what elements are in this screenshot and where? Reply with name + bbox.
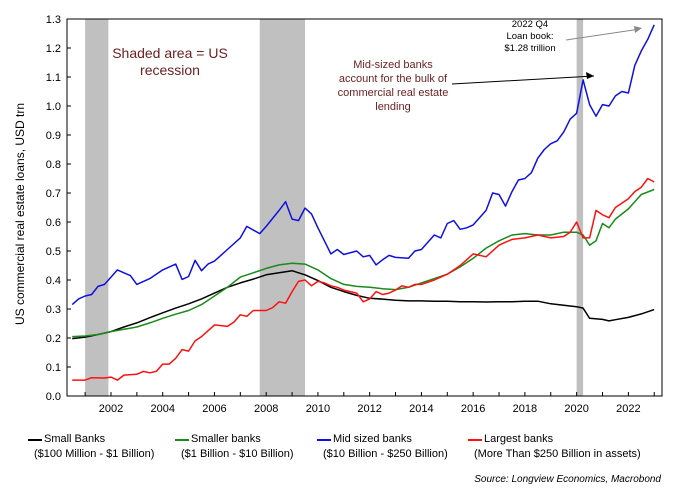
legend-mid-sized-banks: Mid sized banks ($10 Billion - $250 Bill…	[317, 432, 448, 462]
q4-note-line3: $1.28 trillion	[504, 43, 555, 54]
y-tick-label: 0.3	[46, 304, 61, 316]
legend-smaller-banks: Smaller banks ($1 Billion - $10 Billion)	[175, 432, 294, 462]
x-tick-label: 2006	[202, 403, 226, 415]
series-lines	[71, 24, 655, 381]
y-tick-label: 0.7	[46, 188, 61, 200]
recession-band	[85, 19, 109, 396]
y-tick-label: 0.5	[46, 246, 61, 258]
legend-largest-banks: Largest banks (More Than $250 Billion in…	[468, 432, 641, 462]
legend-swatch	[175, 439, 189, 441]
x-tick-label: 2010	[306, 403, 330, 415]
recession-bands	[85, 19, 584, 396]
legend: Small Banks ($100 Million - $1 Billion) …	[0, 430, 675, 470]
legend-swatch	[317, 439, 331, 441]
legend-sublabel: (More Than $250 Billion in assets)	[474, 448, 641, 460]
x-tick-label: 2002	[99, 403, 123, 415]
legend-label: Mid sized banks	[333, 433, 412, 445]
y-tick-label: 0.6	[46, 217, 61, 229]
y-tick-label: 1.3	[46, 14, 61, 26]
midsize-arrow	[451, 75, 595, 85]
x-tick-label: 2008	[254, 403, 278, 415]
series-line-smaller-banks	[72, 188, 655, 338]
y-tick-label: 0.0	[46, 391, 61, 403]
y-tick-label: 0.9	[46, 130, 61, 142]
recession-band	[259, 19, 305, 396]
legend-sublabel: ($100 Million - $1 Billion)	[34, 448, 155, 460]
x-tick-label: 2004	[150, 403, 174, 415]
recession-band	[576, 19, 584, 396]
legend-sublabel: ($1 Billion - $10 Billion)	[181, 448, 294, 460]
legend-label: Smaller banks	[191, 433, 261, 445]
series-line-largest-banks	[72, 177, 655, 381]
midsize-note-line2: account for the bulk of	[339, 73, 448, 85]
q4-note-line1: 2022 Q4	[512, 19, 548, 30]
midsize-note-line4: lending	[375, 101, 410, 113]
legend-label: Small Banks	[44, 433, 106, 445]
y-axis-ticks: 0.0 0.1 0.2 0.3 0.4 0.5 0.6 0.7 0.8 0.9 1.0 1.1 1.2 1…	[46, 14, 71, 403]
q4-arrow	[565, 28, 641, 41]
y-tick-label: 1.0	[46, 101, 61, 113]
q4-arrowhead	[634, 26, 642, 33]
q4-note-line2: Loan book:	[506, 31, 553, 42]
y-axis-label: US commercial real estate loans, USD trn	[13, 103, 27, 325]
x-axis-ticks: 2002 2004 2006 2008 2010 2012 2014 2016 2018 2020…	[84, 392, 655, 415]
x-tick-label: 2012	[357, 403, 381, 415]
x-tick-label: 2020	[564, 403, 588, 415]
legend-swatch	[28, 439, 42, 441]
series-line-small-banks	[72, 269, 655, 340]
y-tick-label: 1.2	[46, 43, 61, 55]
x-tick-label: 2014	[409, 403, 433, 415]
legend-label: Largest banks	[484, 433, 554, 445]
midsize-note-line3: commercial real estate	[338, 87, 449, 99]
y-tick-label: 0.4	[46, 275, 61, 287]
recession-note-line1: Shaded area = US	[112, 45, 228, 61]
series-line-mid-sized-banks	[71, 24, 655, 306]
legend-small-banks: Small Banks ($100 Million - $1 Billion)	[28, 432, 154, 462]
legend-swatch	[468, 439, 482, 441]
y-tick-label: 0.1	[46, 362, 61, 374]
y-tick-label: 0.8	[46, 159, 61, 171]
source-note: Source: Longview Economics, Macrobond	[474, 474, 661, 485]
x-tick-label: 2016	[461, 403, 485, 415]
y-tick-label: 0.2	[46, 333, 61, 345]
recession-note-line2: recession	[140, 62, 200, 78]
plot-frame	[66, 18, 663, 397]
legend-sublabel: ($10 Billion - $250 Billion)	[323, 448, 448, 460]
y-tick-label: 1.1	[46, 72, 61, 84]
x-tick-label: 2018	[513, 403, 537, 415]
plot-area-border	[66, 18, 663, 397]
midsize-note-line1: Mid-sized banks	[353, 59, 433, 71]
x-tick-label: 2022	[616, 403, 640, 415]
midsize-arrowhead	[586, 72, 594, 79]
